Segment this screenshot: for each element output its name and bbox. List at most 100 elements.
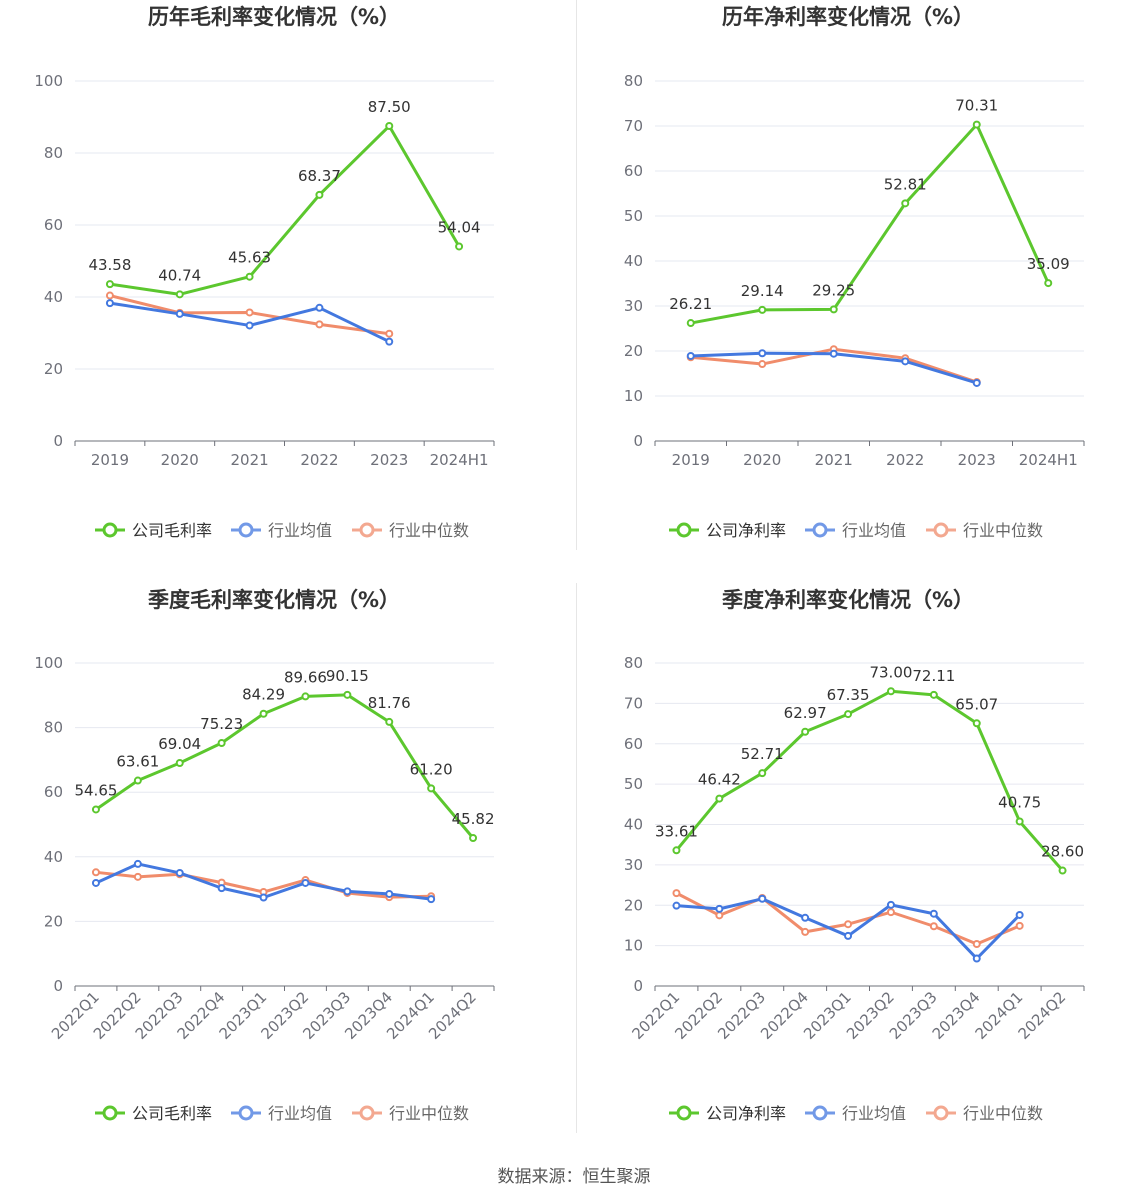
legend-item-industry-avg[interactable]: 行业均值 bbox=[805, 521, 906, 540]
legend-item-industry-median[interactable]: 行业中位数 bbox=[926, 521, 1043, 540]
data-point-company[interactable] bbox=[245, 272, 254, 281]
data-point-company[interactable] bbox=[315, 190, 324, 199]
legend-item-company[interactable]: 公司净利率 bbox=[669, 1104, 786, 1123]
legend-item-industry-avg[interactable]: 行业均值 bbox=[231, 521, 332, 540]
data-point-industry-median[interactable] bbox=[385, 329, 394, 338]
data-point-company[interactable] bbox=[469, 834, 478, 843]
data-point-company[interactable] bbox=[217, 739, 226, 748]
data-point-industry-avg[interactable] bbox=[715, 904, 724, 913]
data-point-industry-avg[interactable] bbox=[1015, 910, 1024, 919]
data-point-industry-avg[interactable] bbox=[972, 954, 981, 963]
data-point-company[interactable] bbox=[801, 727, 810, 736]
data-point-company[interactable] bbox=[686, 319, 695, 328]
data-point-company[interactable] bbox=[385, 717, 394, 726]
data-point-company[interactable] bbox=[829, 305, 838, 314]
legend-item-industry-avg[interactable]: 行业均值 bbox=[231, 1104, 332, 1123]
data-point-industry-avg[interactable] bbox=[217, 884, 226, 893]
data-label: 62.97 bbox=[784, 704, 827, 722]
data-point-industry-median[interactable] bbox=[972, 940, 981, 949]
legend-item-company[interactable]: 公司净利率 bbox=[669, 521, 786, 540]
data-point-industry-avg[interactable] bbox=[758, 894, 767, 903]
data-point-industry-avg[interactable] bbox=[672, 901, 681, 910]
data-point-company[interactable] bbox=[929, 690, 938, 699]
data-point-industry-avg[interactable] bbox=[343, 887, 352, 896]
data-point-industry-avg[interactable] bbox=[133, 859, 142, 868]
data-point-company[interactable] bbox=[91, 805, 100, 814]
data-point-company[interactable] bbox=[455, 242, 464, 251]
data-point-industry-avg[interactable] bbox=[427, 895, 436, 904]
data-point-industry-avg[interactable] bbox=[105, 299, 114, 308]
data-point-industry-avg[interactable] bbox=[844, 931, 853, 940]
data-point-company[interactable] bbox=[758, 769, 767, 778]
data-point-company[interactable] bbox=[385, 122, 394, 130]
data-point-company[interactable] bbox=[133, 776, 142, 785]
vertical-divider-bottom bbox=[576, 583, 577, 1133]
series-line-company bbox=[675, 689, 1064, 872]
legend-item-industry-avg[interactable]: 行业均值 bbox=[805, 1104, 906, 1123]
y-tick-label: 80 bbox=[624, 72, 643, 90]
data-point-industry-avg[interactable] bbox=[929, 909, 938, 918]
data-point-industry-avg[interactable] bbox=[385, 337, 394, 346]
data-point-company[interactable] bbox=[427, 784, 436, 793]
data-label: 54.04 bbox=[438, 218, 481, 236]
chart-quarterly-net-margin: 季度净利率变化情况（%）010203040506070802022Q12022Q… bbox=[624, 588, 1085, 1123]
data-point-industry-median[interactable] bbox=[715, 911, 724, 920]
data-point-industry-median[interactable] bbox=[105, 291, 114, 300]
data-point-industry-avg[interactable] bbox=[758, 349, 767, 358]
data-point-company[interactable] bbox=[175, 290, 184, 299]
data-point-industry-median[interactable] bbox=[844, 920, 853, 929]
data-point-industry-median[interactable] bbox=[929, 922, 938, 931]
data-point-company[interactable] bbox=[301, 692, 310, 701]
legend-marker-icon bbox=[238, 1105, 254, 1121]
data-point-industry-median[interactable] bbox=[315, 320, 324, 329]
data-point-company[interactable] bbox=[1058, 866, 1067, 875]
data-point-industry-median[interactable] bbox=[801, 927, 810, 936]
legend-label: 行业均值 bbox=[842, 1104, 906, 1123]
chart-annual-net-margin: 历年净利率变化情况（%） 0 10 20 30 40 50 60 70 80 2019 2020 202… bbox=[624, 5, 1085, 540]
data-point-company[interactable] bbox=[972, 120, 981, 129]
data-point-company[interactable] bbox=[758, 305, 767, 314]
data-point-company[interactable] bbox=[972, 719, 981, 728]
data-point-industry-avg[interactable] bbox=[829, 349, 838, 358]
legend-item-industry-median[interactable]: 行业中位数 bbox=[352, 521, 469, 540]
data-point-company[interactable] bbox=[1015, 817, 1024, 826]
data-point-industry-avg[interactable] bbox=[686, 351, 695, 360]
data-label: 69.04 bbox=[158, 735, 201, 753]
data-point-industry-avg[interactable] bbox=[259, 893, 268, 902]
legend-item-industry-median[interactable]: 行业中位数 bbox=[352, 1104, 469, 1123]
legend-item-company[interactable]: 公司毛利率 bbox=[95, 1104, 212, 1123]
data-point-industry-median[interactable] bbox=[245, 308, 254, 317]
data-point-industry-median[interactable] bbox=[758, 360, 767, 369]
data-point-company[interactable] bbox=[259, 709, 268, 718]
data-point-industry-avg[interactable] bbox=[886, 900, 895, 909]
data-point-industry-avg[interactable] bbox=[972, 378, 981, 387]
data-point-company[interactable] bbox=[343, 690, 352, 699]
data-point-industry-avg[interactable] bbox=[315, 303, 324, 312]
data-point-industry-median[interactable] bbox=[91, 868, 100, 877]
data-label: 70.31 bbox=[955, 97, 998, 115]
legend-item-company[interactable]: 公司毛利率 bbox=[95, 521, 212, 540]
data-point-company[interactable] bbox=[715, 794, 724, 803]
data-point-company[interactable] bbox=[901, 199, 910, 208]
data-point-industry-avg[interactable] bbox=[801, 913, 810, 922]
chart-quarterly-gross-margin: 季度毛利率变化情况（%）0204060801002022Q12022Q22022… bbox=[34, 588, 494, 1123]
data-point-company[interactable] bbox=[672, 846, 681, 855]
data-point-industry-avg[interactable] bbox=[385, 889, 394, 898]
y-tick-label: 60 bbox=[44, 783, 63, 801]
data-point-company[interactable] bbox=[886, 687, 895, 696]
data-point-industry-median[interactable] bbox=[133, 872, 142, 881]
data-point-company[interactable] bbox=[844, 710, 853, 719]
data-point-industry-avg[interactable] bbox=[175, 309, 184, 318]
data-point-industry-avg[interactable] bbox=[91, 878, 100, 887]
data-point-industry-median[interactable] bbox=[1015, 921, 1024, 930]
data-point-industry-avg[interactable] bbox=[175, 868, 184, 877]
data-point-industry-median[interactable] bbox=[886, 908, 895, 917]
data-point-industry-avg[interactable] bbox=[245, 321, 254, 330]
data-point-industry-median[interactable] bbox=[672, 889, 681, 898]
data-point-company[interactable] bbox=[105, 280, 114, 289]
legend-item-industry-median[interactable]: 行业中位数 bbox=[926, 1104, 1043, 1123]
data-point-company[interactable] bbox=[175, 759, 184, 768]
data-point-industry-avg[interactable] bbox=[901, 357, 910, 366]
data-point-company[interactable] bbox=[1044, 279, 1053, 288]
data-point-industry-avg[interactable] bbox=[301, 878, 310, 887]
